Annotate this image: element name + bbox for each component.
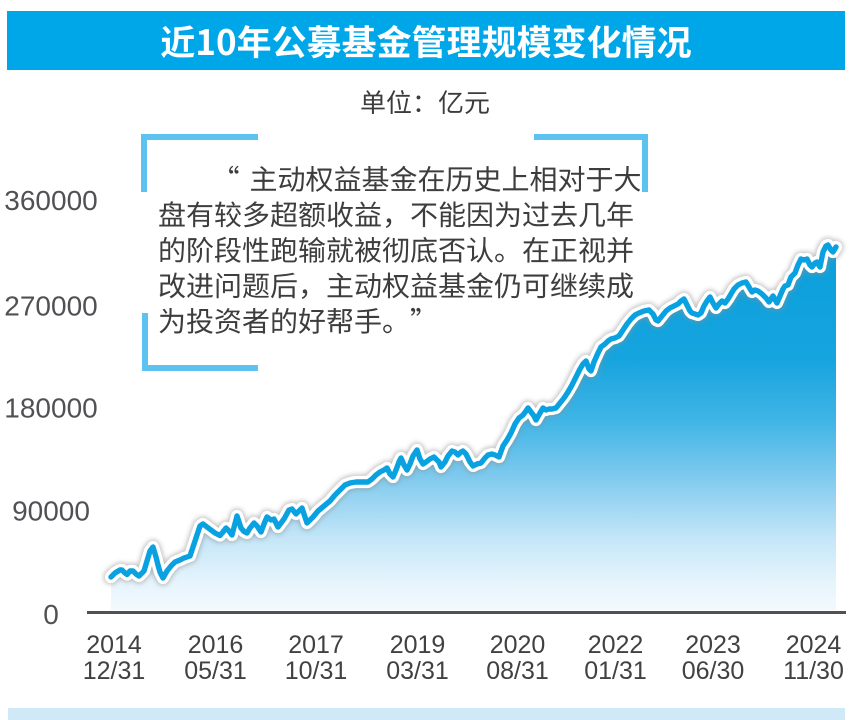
svg-text:11/30: 11/30 (783, 657, 844, 685)
svg-text:2017: 2017 (288, 631, 344, 659)
svg-text:10/31: 10/31 (285, 657, 348, 685)
svg-text:0: 0 (43, 599, 59, 630)
svg-text:08/31: 08/31 (486, 657, 549, 685)
svg-text:2014: 2014 (86, 631, 142, 659)
svg-text:12/31: 12/31 (83, 657, 146, 685)
svg-text:360000: 360000 (4, 185, 97, 216)
svg-text:01/31: 01/31 (584, 657, 647, 685)
svg-text:2020: 2020 (490, 631, 546, 659)
svg-text:180000: 180000 (4, 393, 97, 424)
svg-text:06/30: 06/30 (682, 657, 745, 685)
svg-text:2024: 2024 (786, 631, 842, 659)
svg-text:2019: 2019 (390, 631, 446, 659)
svg-text:2023: 2023 (685, 631, 741, 659)
svg-text:2016: 2016 (188, 631, 244, 659)
svg-text:03/31: 03/31 (386, 657, 449, 685)
svg-text:2022: 2022 (588, 631, 644, 659)
svg-text:05/31: 05/31 (184, 657, 247, 685)
svg-text:90000: 90000 (12, 496, 90, 527)
svg-text:270000: 270000 (4, 291, 97, 322)
